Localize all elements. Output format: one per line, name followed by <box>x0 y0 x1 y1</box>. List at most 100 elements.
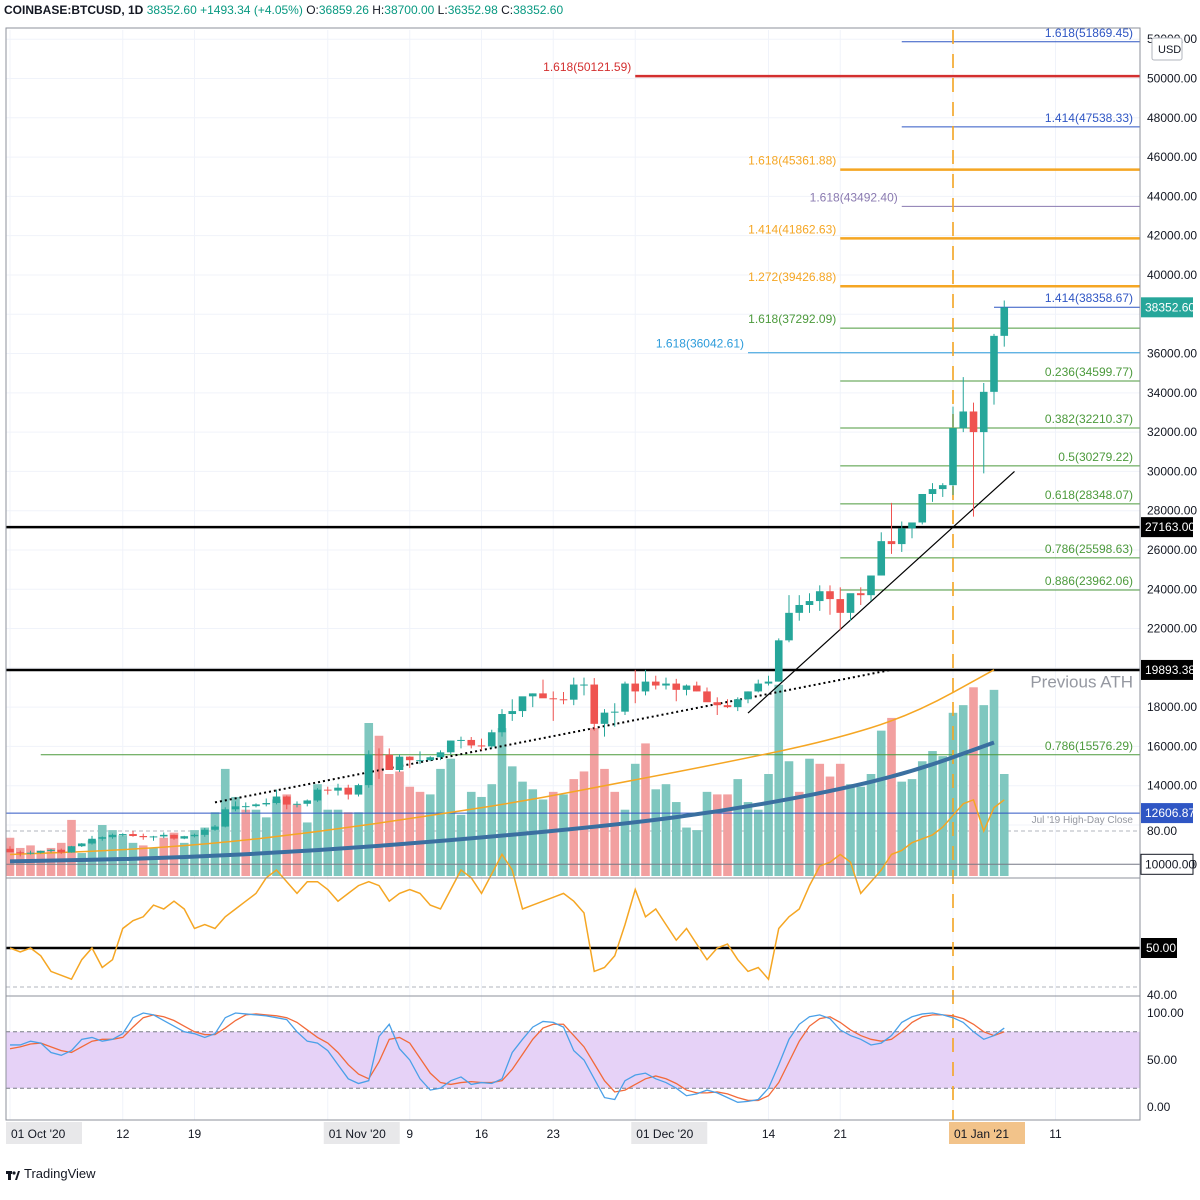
open-label: O: <box>306 3 319 17</box>
volume-bar <box>559 794 568 876</box>
volume-bar <box>682 827 691 876</box>
fib-level-label: 0.786(15576.29) <box>1045 739 1133 753</box>
candle-body <box>867 575 875 596</box>
candle <box>211 825 219 831</box>
stoch-d-line <box>9 1013 1005 1102</box>
candle-body <box>334 787 342 791</box>
candle <box>200 827 209 837</box>
candle <box>641 669 650 696</box>
level-price-text: 12606.87 <box>1145 806 1195 820</box>
volume-bar <box>712 794 722 876</box>
fib-level-label: 0.382(32210.37) <box>1045 412 1133 426</box>
volume-bar <box>753 809 763 876</box>
price-axis-tick: 32000.00 <box>1147 425 1197 439</box>
candle-body <box>129 834 137 837</box>
time-axis-tick: 23 <box>547 1127 561 1141</box>
candle-body <box>88 838 96 844</box>
candle-body <box>733 699 742 708</box>
low-label: L: <box>437 3 448 17</box>
candle-body <box>508 711 517 715</box>
volume-bar <box>149 847 158 876</box>
volume-bar <box>405 786 415 876</box>
time-axis-tick-box <box>631 1122 708 1144</box>
candle-body <box>969 411 978 433</box>
time-axis[interactable]: 01 Oct '20 12 19 01 Nov '20 9 16 23 01 Dec '20 1… <box>6 1122 1062 1144</box>
candle-body <box>785 612 793 641</box>
volume-bar <box>794 791 804 876</box>
candle-body <box>57 849 66 853</box>
candle <box>610 703 619 727</box>
candle <box>805 593 814 613</box>
candle-body <box>641 681 650 692</box>
candle-body <box>262 803 271 805</box>
time-axis-tick-box <box>949 1122 1025 1144</box>
volume-bar <box>261 817 271 876</box>
candle-body <box>67 846 76 853</box>
fib-level-label: 0.886(23962.06) <box>1045 574 1133 588</box>
price-levels <box>6 30 1140 1120</box>
price-axis-tick: 16000.00 <box>1147 739 1197 753</box>
volume-bar <box>999 774 1009 876</box>
candle-body <box>323 789 332 791</box>
volume-bar <box>969 687 978 876</box>
volume-bar <box>251 809 261 876</box>
candle-body <box>139 836 148 838</box>
rsi-axis-tick: 40.00 <box>1147 988 1177 1002</box>
candle-body <box>795 604 804 613</box>
volume-bar <box>579 771 589 876</box>
candle <box>446 740 455 755</box>
fib-level-label: 0.618(28348.07) <box>1045 488 1133 502</box>
volume-bar <box>456 814 466 876</box>
fib-level-label: 1.414(38358.67) <box>1045 291 1133 305</box>
candle-body <box>364 754 373 786</box>
candle-body <box>744 691 752 700</box>
fib-level-label: 1.272(39426.88) <box>748 270 836 284</box>
volume-bar <box>487 784 497 876</box>
candle <box>713 697 722 715</box>
fib-level-label: 1.618(45361.88) <box>748 154 836 168</box>
volume-bar <box>733 779 743 876</box>
candle <box>170 834 178 840</box>
candle <box>405 756 414 769</box>
volume-bar <box>835 763 845 876</box>
candle-body <box>805 601 814 605</box>
candle <box>26 850 35 855</box>
level-price-box <box>1141 659 1193 680</box>
candle <box>77 843 86 848</box>
trendline-solid <box>747 470 1015 714</box>
candle <box>221 807 230 828</box>
time-axis-tick-label: 16 <box>475 1127 489 1141</box>
candle-body <box>6 848 14 853</box>
volume-bar <box>958 705 968 876</box>
currency-label: USD <box>1158 44 1181 56</box>
volume-bar <box>846 784 855 876</box>
price-axis-tick: 24000.00 <box>1147 582 1197 596</box>
volume-bar <box>333 809 343 876</box>
candle-body <box>272 796 281 804</box>
tradingview-logo[interactable]: TradingView <box>6 1166 96 1181</box>
candle <box>426 756 435 762</box>
stoch-band <box>6 1031 1140 1089</box>
candle <box>580 677 588 696</box>
chart-frame <box>5 27 1141 1121</box>
time-axis-tick-label: 23 <box>547 1127 561 1141</box>
candle <box>385 748 394 771</box>
candle-body <box>877 541 886 576</box>
fib-level-label: 1.414(41862.63) <box>748 222 836 236</box>
volume-bar <box>272 799 281 876</box>
price-axis-tick: 28000.00 <box>1147 504 1197 518</box>
candle-body <box>774 640 783 682</box>
candle-body <box>846 593 855 613</box>
candle <box>457 736 465 749</box>
candle-body <box>938 485 947 490</box>
volume-bar <box>425 794 435 876</box>
candle <box>928 483 937 502</box>
candles[interactable] <box>6 300 1009 857</box>
candle-body <box>159 834 168 837</box>
candle-body <box>313 789 322 801</box>
last-price-tag: 38352.60 <box>1141 297 1195 318</box>
fib-level-label: 0.5(30279.22) <box>1058 450 1133 464</box>
volume-bar <box>651 789 661 876</box>
candle-body <box>692 685 701 692</box>
